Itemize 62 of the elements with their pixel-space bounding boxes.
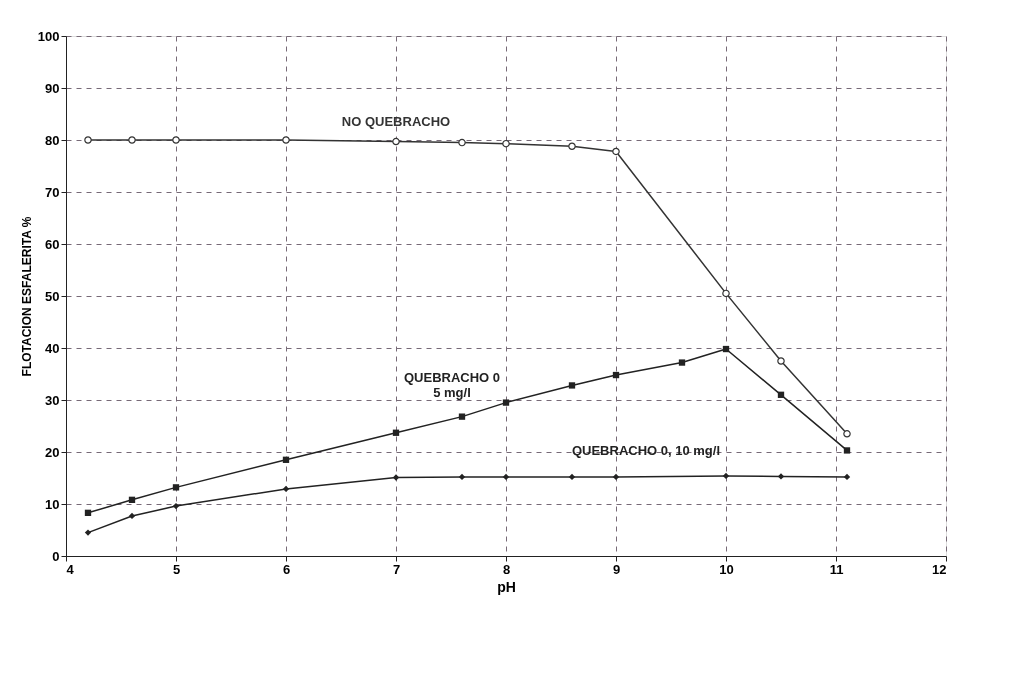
y-tick-label: 90	[45, 80, 60, 96]
series-label: QUEBRACHO 0 5 mg/l	[403, 369, 501, 400]
y-tick-label: 70	[45, 184, 60, 200]
point	[458, 413, 466, 420]
point	[722, 345, 730, 353]
point	[392, 137, 400, 146]
y-axis-title: FLOTACION ESFALERITA %	[19, 216, 34, 377]
point	[458, 473, 466, 481]
point	[678, 359, 686, 366]
x-tick-label: 4	[66, 561, 75, 577]
point	[612, 473, 620, 481]
point	[777, 473, 785, 480]
y-tick-label: 80	[45, 132, 60, 148]
x-tick-label: 11	[829, 561, 844, 577]
x-tick-label: 9	[612, 561, 621, 577]
y-tick-label: 60	[45, 236, 60, 252]
point	[128, 136, 136, 144]
y-tick-label: 40	[45, 340, 60, 356]
point	[722, 289, 730, 298]
point	[502, 139, 510, 148]
x-tick-label: 12	[932, 561, 947, 577]
point	[84, 136, 92, 144]
point	[84, 509, 92, 516]
x-axis-title: pH	[497, 578, 516, 595]
point	[612, 147, 620, 156]
x-tick-label: 10	[719, 561, 734, 577]
x-tick-label: 7	[392, 561, 401, 577]
point	[84, 529, 92, 536]
point	[568, 473, 576, 481]
series-label: QUEBRACHO 0, 10 mg/l	[571, 442, 721, 458]
y-tick-label: 20	[45, 444, 60, 460]
point	[612, 371, 620, 379]
point	[172, 136, 180, 144]
point	[392, 429, 400, 436]
point	[502, 473, 510, 481]
y-tick-label: 100	[37, 28, 60, 44]
point	[128, 512, 136, 520]
point	[777, 357, 785, 365]
point	[392, 474, 400, 481]
point	[568, 382, 576, 389]
y-tick-label: 0	[52, 548, 60, 564]
point	[568, 142, 576, 150]
y-tick-label: 30	[45, 392, 60, 408]
series-label: NO QUEBRACHO	[341, 113, 451, 129]
point	[282, 485, 290, 493]
point	[458, 138, 466, 147]
point	[843, 447, 851, 454]
point	[282, 136, 290, 144]
point	[843, 430, 851, 438]
y-tick-label: 10	[45, 496, 60, 512]
point	[722, 472, 730, 480]
x-tick-label: 5	[172, 561, 181, 577]
x-tick-label: 8	[502, 561, 511, 577]
point	[777, 391, 785, 398]
point	[282, 456, 290, 463]
y-tick-label: 50	[45, 288, 60, 304]
x-tick-label: 6	[282, 561, 291, 577]
point	[502, 399, 510, 406]
point	[843, 473, 851, 481]
point	[172, 502, 180, 510]
point	[128, 496, 136, 503]
point	[172, 484, 180, 491]
